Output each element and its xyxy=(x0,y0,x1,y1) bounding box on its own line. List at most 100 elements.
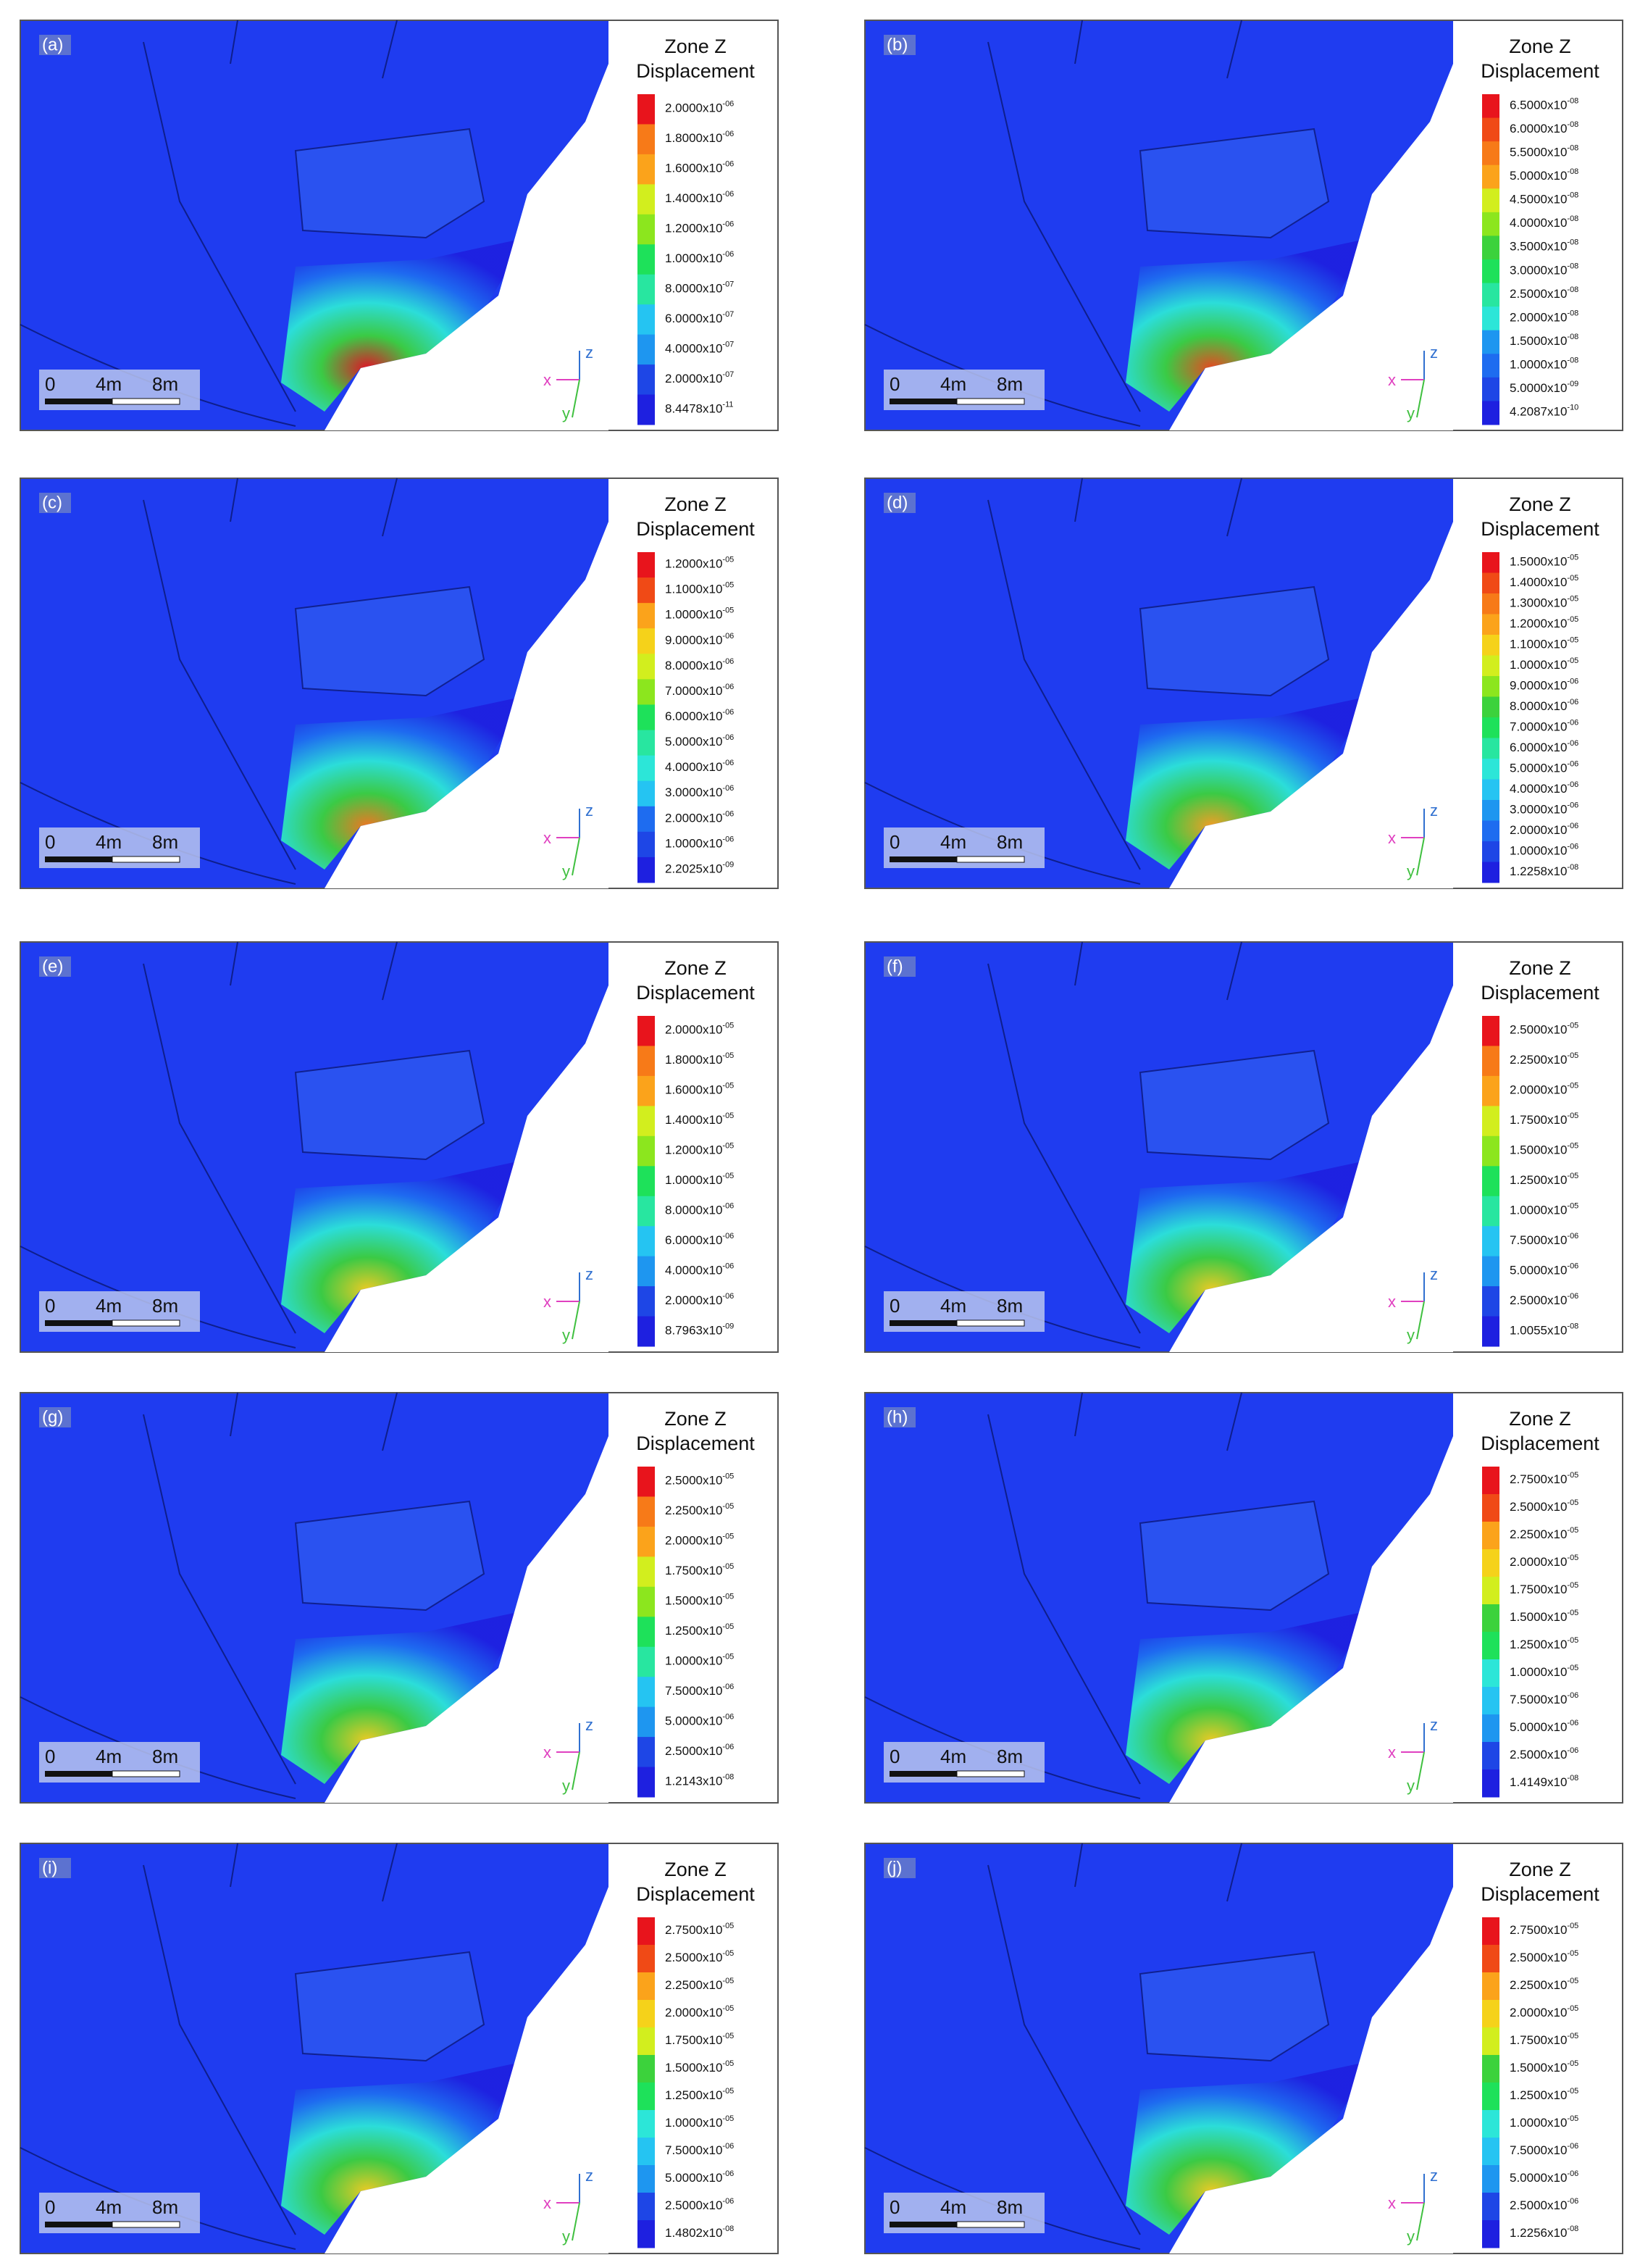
scale-bar-light xyxy=(956,398,1025,405)
legend-mantissa: 1.7500x10 xyxy=(1510,2033,1567,2047)
legend-exponent: -09 xyxy=(722,860,734,869)
legend-swatch xyxy=(1482,552,1499,573)
legend-swatch xyxy=(637,1016,655,1046)
legend-mantissa: 5.0000x10 xyxy=(665,1714,722,1728)
legend-swatch xyxy=(637,304,655,335)
axis-x-label: x xyxy=(1388,829,1396,847)
scale-bar-dark xyxy=(45,2222,112,2227)
legend-mantissa: 1.1000x10 xyxy=(1510,638,1567,651)
scale-label: 4m xyxy=(96,1746,122,1767)
legend-mantissa: 1.5000x10 xyxy=(665,1594,722,1608)
void xyxy=(1169,1436,1453,1803)
legend-swatch xyxy=(1482,1196,1499,1227)
legend-mantissa: 1.2500x10 xyxy=(665,2088,722,2102)
legend-exponent: -05 xyxy=(1567,1201,1578,1210)
legend-label: 1.7500x10-05 xyxy=(1510,1112,1578,1127)
legend-exponent: -05 xyxy=(722,1472,734,1481)
legend-swatch xyxy=(637,1737,655,1768)
legend-exponent: -05 xyxy=(1567,2087,1578,2096)
legend-label: 1.0055x10-08 xyxy=(1510,1322,1578,1338)
legend-mantissa: 2.0000x10 xyxy=(665,1023,722,1037)
axis-z-label: z xyxy=(585,801,593,820)
legend-label: 2.5000x10-08 xyxy=(1510,285,1578,301)
scale-bar-dark xyxy=(890,399,957,404)
legend-swatch xyxy=(637,1106,655,1137)
axis-y xyxy=(572,1301,580,1340)
legend-exponent: -07 xyxy=(722,370,734,379)
legend-swatch xyxy=(1482,307,1499,331)
legend-exponent: -05 xyxy=(1567,635,1578,644)
block xyxy=(1139,1500,1330,1612)
legend-label: 1.0000x10-05 xyxy=(665,1172,734,1188)
legend-title: Zone Z xyxy=(1509,1859,1571,1880)
legend-swatch xyxy=(1482,1467,1499,1495)
legend-label: 1.2143x10-08 xyxy=(665,1772,734,1788)
legend-exponent: -06 xyxy=(722,1201,734,1210)
legend-mantissa: 2.7500x10 xyxy=(1510,1472,1567,1486)
legend-mantissa: 1.4802x10 xyxy=(665,2226,722,2240)
scale-label: 8m xyxy=(152,373,178,395)
legend-label: 8.0000x10-06 xyxy=(665,657,734,673)
legend-label: 2.0000x10-06 xyxy=(665,1292,734,1308)
legend-swatch xyxy=(1482,377,1499,401)
legend-swatch xyxy=(1482,2083,1499,2111)
legend-swatch xyxy=(637,2110,655,2138)
legend-exponent: -06 xyxy=(722,1712,734,1721)
panel-label: (i) xyxy=(42,1858,57,1877)
legend-exponent: -06 xyxy=(722,160,734,169)
legend-label: 4.0000x10-08 xyxy=(1510,214,1578,230)
legend-exponent: -05 xyxy=(1567,574,1578,583)
legend-mantissa: 1.8000x10 xyxy=(665,1054,722,1067)
legend-swatch xyxy=(1482,1226,1499,1257)
scale-label: 0 xyxy=(890,1295,900,1317)
legend-mantissa: 1.0055x10 xyxy=(1510,1324,1567,1338)
legend-mantissa: 1.5000x10 xyxy=(665,2061,722,2075)
scale-bar-dark xyxy=(890,1771,957,1777)
legend-exponent: -11 xyxy=(722,400,733,409)
scale-label: 4m xyxy=(940,831,966,853)
legend-exponent: -05 xyxy=(1567,1526,1578,1535)
legend-exponent: -05 xyxy=(1567,1554,1578,1562)
axis-y-label: y xyxy=(1407,404,1415,422)
legend-label: 6.0000x10-06 xyxy=(665,708,734,724)
legend-swatch xyxy=(637,679,655,705)
legend-swatch xyxy=(1482,1046,1499,1077)
legend-mantissa: 7.5000x10 xyxy=(665,2143,722,2157)
legend-exponent: -05 xyxy=(1567,1922,1578,1930)
legend-exponent: -06 xyxy=(722,784,734,793)
axis-y-label: y xyxy=(1407,2227,1415,2246)
legend-label: 1.0000x10-05 xyxy=(1510,656,1578,672)
model-region xyxy=(281,1610,527,1784)
legend-swatch xyxy=(1482,1522,1499,1550)
legend-swatch xyxy=(1482,2193,1499,2221)
legend-exponent: -06 xyxy=(1567,698,1578,706)
legend-label: 1.2500x10-05 xyxy=(1510,2087,1578,2103)
legend-mantissa: 2.5000x10 xyxy=(665,1951,722,1964)
legend-swatch xyxy=(1482,1632,1499,1660)
legend-label: 1.0000x10-06 xyxy=(665,835,734,851)
legend-swatch xyxy=(1482,1714,1499,1743)
legend-label: 7.5000x10-06 xyxy=(1510,1691,1578,1707)
void xyxy=(325,64,608,430)
legend-label: 1.6000x10-05 xyxy=(665,1082,734,1098)
legend-exponent: -05 xyxy=(1567,1112,1578,1120)
scale-label: 0 xyxy=(45,2196,55,2218)
panel-label-box xyxy=(39,1407,71,1427)
legend-swatch xyxy=(637,274,655,305)
panel-label-box xyxy=(884,1858,916,1878)
legend-mantissa: 2.5000x10 xyxy=(1510,1293,1567,1307)
legend-mantissa: 1.7500x10 xyxy=(1510,1583,1567,1596)
panel-label-box xyxy=(884,493,916,513)
legend-swatch xyxy=(637,1467,655,1497)
legend-exponent: -05 xyxy=(722,1922,734,1930)
legend-exponent: -05 xyxy=(1567,2032,1578,2040)
scale-label: 0 xyxy=(45,373,55,395)
scale-label: 8m xyxy=(997,1295,1023,1317)
scale-bar-dark xyxy=(890,1320,957,1326)
axis-z-label: z xyxy=(1430,1716,1438,1734)
legend-exponent: -05 xyxy=(1567,2004,1578,2013)
legend-label: 1.5000x10-05 xyxy=(1510,1141,1578,1157)
legend-mantissa: 4.0000x10 xyxy=(1510,782,1567,796)
legend-label: 2.5000x10-05 xyxy=(665,1949,734,1965)
